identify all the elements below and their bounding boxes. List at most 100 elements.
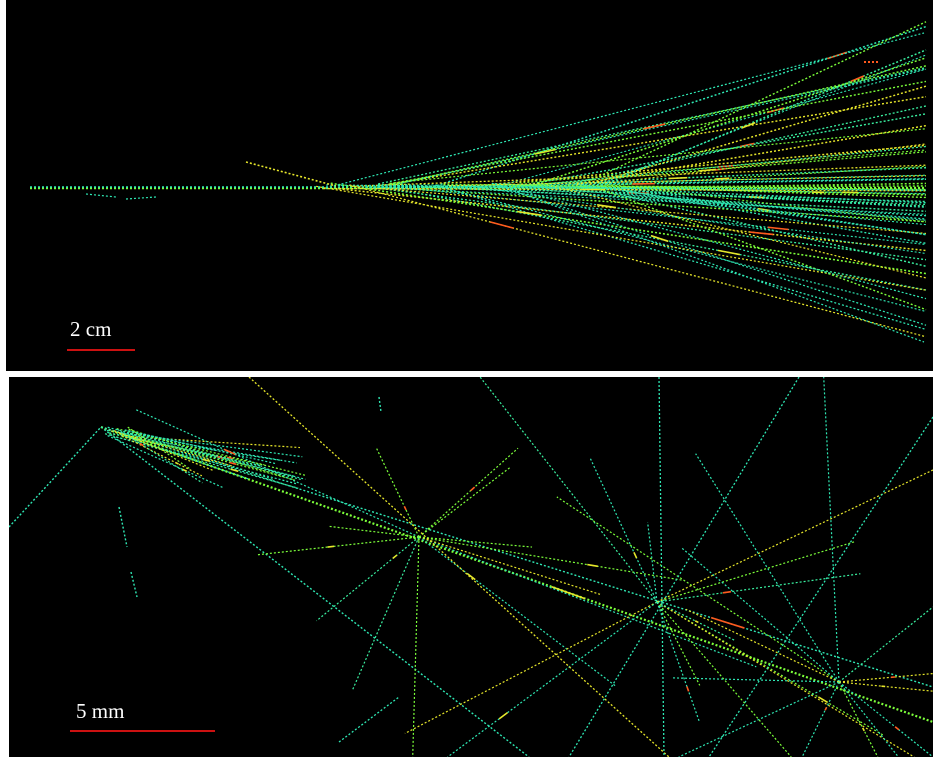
particle-track — [125, 196, 157, 200]
particle-track — [129, 432, 274, 481]
particle-track — [838, 681, 933, 692]
shower-panel-bottom: 5 mm — [9, 377, 933, 757]
particle-track — [838, 681, 879, 757]
particle-track — [394, 68, 927, 186]
particle-track — [801, 681, 840, 757]
particle-track — [130, 571, 138, 598]
particle-track — [329, 525, 420, 538]
particle-track — [436, 25, 927, 187]
particle-track — [588, 186, 927, 267]
particle-track — [537, 57, 927, 185]
particle-track — [349, 184, 927, 338]
particle-track — [388, 65, 927, 187]
scale-bar-label-top: 2 cm — [70, 317, 112, 341]
particle-track — [108, 428, 302, 481]
particle-track — [656, 601, 737, 642]
particle-track — [574, 174, 927, 184]
particle-track — [443, 183, 927, 191]
particle-track — [245, 161, 337, 187]
shower-track-display-bottom — [9, 377, 933, 757]
particle-track — [418, 447, 519, 538]
particle-track — [412, 536, 420, 757]
particle-track — [623, 187, 927, 236]
particle-track — [326, 184, 927, 215]
particle-track — [316, 185, 927, 291]
particle-track — [434, 184, 927, 331]
particle-track — [111, 430, 233, 467]
particle-track — [323, 187, 927, 192]
particle-track — [107, 435, 224, 489]
particle-track — [656, 573, 861, 603]
particle-track — [418, 536, 617, 687]
scale-bar-bottom — [70, 730, 215, 732]
particle-track — [455, 183, 927, 255]
particle-track — [510, 186, 927, 195]
particle-track — [377, 184, 927, 291]
particle-track — [404, 601, 658, 734]
particle-track — [456, 166, 927, 189]
particle-track — [708, 416, 933, 757]
particle-track — [656, 469, 933, 603]
particle-track — [85, 193, 117, 198]
particle-track — [568, 377, 800, 757]
particle-track — [378, 396, 382, 413]
particle-track — [338, 696, 400, 743]
particle-track — [369, 186, 927, 261]
particle-track — [449, 175, 927, 187]
particle-track — [9, 426, 102, 528]
particle-track — [658, 377, 665, 757]
particle-track — [838, 681, 933, 757]
particle-track — [390, 80, 927, 185]
particle-track — [580, 21, 927, 186]
particle-track — [656, 540, 856, 603]
particle-track — [316, 536, 420, 622]
particle-track — [656, 601, 701, 723]
particle-track — [838, 672, 933, 683]
particle-track — [351, 536, 420, 691]
particle-track — [556, 496, 840, 683]
particle-track — [100, 426, 933, 688]
particle-track — [325, 32, 925, 189]
particle-track — [118, 506, 128, 548]
particle-track — [124, 429, 276, 465]
particle-track — [121, 434, 250, 480]
particle-track — [113, 430, 215, 472]
particle-track — [377, 183, 927, 212]
particle-track — [384, 95, 927, 186]
particle-track — [418, 466, 512, 538]
shower-track-display-top — [30, 21, 927, 343]
particle-track — [479, 377, 658, 603]
particle-track — [510, 151, 927, 188]
particle-track — [447, 601, 658, 757]
particle-track — [494, 184, 927, 326]
particle-track — [128, 434, 295, 481]
particle-track — [546, 184, 927, 279]
particle-track — [257, 536, 420, 556]
particle-track — [823, 377, 840, 683]
particle-track — [134, 408, 420, 538]
particle-track — [340, 184, 927, 191]
particle-track — [418, 536, 684, 581]
particle-track — [365, 186, 927, 191]
particle-track — [389, 128, 927, 184]
particle-track — [838, 681, 899, 757]
particle-track — [656, 601, 792, 757]
particle-track — [656, 601, 885, 737]
particle-track — [685, 608, 840, 683]
particle-track — [678, 681, 840, 757]
particle-track — [574, 183, 927, 236]
particle-track — [599, 182, 927, 223]
particle-track — [513, 113, 927, 188]
particle-track — [695, 453, 840, 683]
particle-track — [375, 447, 420, 538]
particle-track — [568, 182, 927, 190]
particle-track — [127, 426, 190, 469]
particle-track — [115, 436, 297, 485]
particle-track — [656, 601, 915, 757]
particle-track — [597, 49, 927, 189]
particle-track — [616, 186, 927, 196]
particle-track — [505, 187, 925, 343]
particle-track — [338, 188, 927, 252]
particle-track — [570, 165, 927, 189]
particle-track — [378, 67, 927, 185]
